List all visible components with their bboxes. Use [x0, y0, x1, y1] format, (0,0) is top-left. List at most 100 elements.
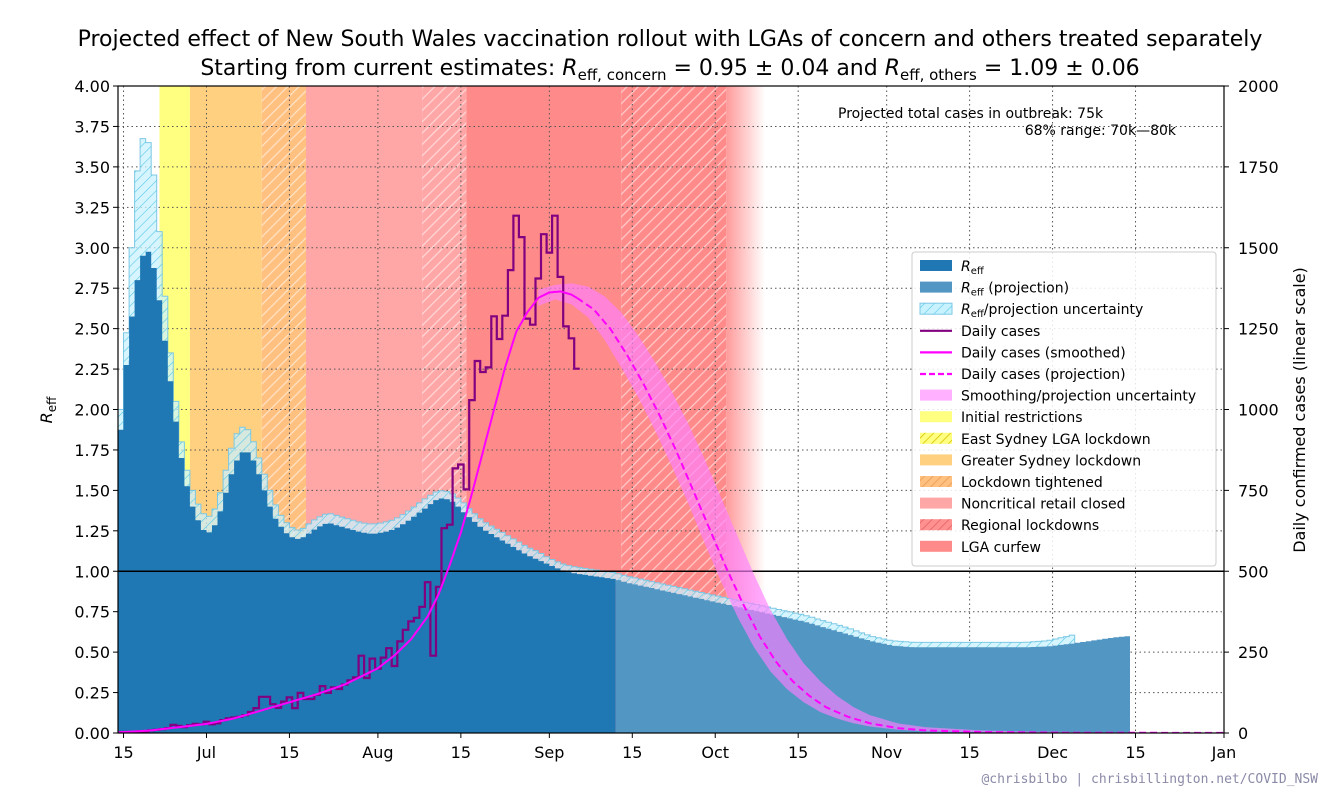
legend-item-1: Reff (projection) [920, 281, 1069, 299]
legend-label: Initial restrictions [961, 410, 1083, 426]
y-right-tick-label-4: 1000 [1238, 401, 1279, 420]
y-axis-left: 0.00 0.25 0.50 0.75 1.00 1.25 1.50 1.75 2.00 2.25… [74, 77, 118, 743]
y-left-tick-label-14: 3.50 [74, 158, 110, 177]
reff-estimate [118, 251, 616, 733]
y-right-tick-label-7: 1750 [1238, 158, 1279, 177]
legend-item-10: Lockdown tightened [920, 475, 1103, 491]
legend-swatch [920, 260, 952, 271]
legend-swatch [920, 454, 952, 466]
legend-label: Daily cases (smoothed) [961, 345, 1126, 361]
legend-item-11: Noncritical retail closed [920, 497, 1126, 513]
y-right-tick-label-6: 1500 [1238, 239, 1279, 258]
legend-swatch [920, 497, 952, 509]
y-right-tick-label-8: 2000 [1238, 77, 1279, 96]
x-tick-label-5: Sep [534, 743, 564, 762]
plot-area [118, 86, 1224, 733]
legend-item-6: Smoothing/projection uncertainty [920, 389, 1196, 405]
x-tick-label-8: 15 [788, 743, 808, 762]
legend-label: Reff (projection) [961, 281, 1069, 299]
legend-label: Regional lockdowns [961, 518, 1099, 534]
legend-swatch-hatch [920, 303, 952, 315]
legend-label: Smoothing/projection uncertainty [961, 389, 1196, 405]
x-tick-label-6: 15 [622, 743, 642, 762]
reff-projection-area [615, 580, 1130, 733]
legend-item-13: LGA curfew [920, 540, 1041, 556]
legend-label: Daily cases [961, 324, 1040, 340]
y-left-tick-label-13: 3.25 [74, 198, 110, 217]
legend-item-7: Initial restrictions [920, 410, 1083, 426]
legend-item-12: Regional lockdowns [920, 518, 1099, 534]
y-right-tick-label-2: 500 [1238, 562, 1269, 581]
y-left-tick-label-12: 3.00 [74, 239, 110, 258]
y-right-tick-label-5: 1250 [1238, 320, 1279, 339]
legend-label: LGA curfew [961, 540, 1041, 556]
legend-item-9: Greater Sydney lockdown [920, 453, 1141, 469]
y-left-tick-label-16: 4.00 [74, 77, 110, 96]
daily-cases-projection-line [576, 297, 1224, 733]
legend-label: Noncritical retail closed [961, 497, 1126, 513]
x-tick-label-13: Jan [1211, 743, 1237, 762]
reff-area [118, 251, 616, 733]
y-left-tick-label-4: 1.00 [74, 562, 110, 581]
legend-item-4: Daily cases (smoothed) [920, 345, 1126, 361]
legend-item-5: Daily cases (projection) [920, 367, 1126, 383]
x-tick-label-4: 15 [451, 743, 471, 762]
legend-swatch-hatch [920, 432, 952, 444]
x-tick-label-0: 15 [113, 743, 133, 762]
y-left-tick-label-6: 1.50 [74, 481, 110, 500]
y-right-tick-label-0: 0 [1238, 724, 1248, 743]
legend-item-2: Reff/projection uncertainty [919, 302, 1143, 320]
chart-title-line1: Projected effect of New South Wales vacc… [78, 27, 1263, 52]
legend-item-3: Daily cases [920, 324, 1040, 340]
chart-title-line2: Starting from current estimates: Reff, c… [200, 56, 1139, 84]
legend-swatch [920, 389, 952, 401]
y-axis-right: 0 250 500 750 1000 1250 1500 1750 2000 [1224, 77, 1279, 743]
x-axis: 15 Jul 15 Aug 15 Sep 15 Oct 15 Nov 15 Dec 15 Jan [113, 733, 1236, 762]
y-left-tick-label-0: 0.00 [74, 724, 110, 743]
cases-band-fill [538, 283, 1224, 733]
daily-cases-smoothed-line [118, 290, 578, 733]
y-left-tick-label-1: 0.25 [74, 684, 110, 703]
y-left-tick-label-9: 2.25 [74, 360, 110, 379]
y-left-tick-label-2: 0.50 [74, 643, 110, 662]
y-left-tick-label-10: 2.50 [74, 320, 110, 339]
x-tick-label-2: 15 [279, 743, 299, 762]
legend-swatch [920, 540, 952, 552]
footer-credit: @chrisbilbo | chrisbillington.net/COVID_… [981, 772, 1318, 787]
legend-box [911, 251, 1217, 567]
x-tick-label-12: 15 [1125, 743, 1145, 762]
smoothed-path [118, 290, 578, 733]
x-tick-label-11: Dec [1037, 743, 1068, 762]
y-left-tick-label-7: 1.75 [74, 441, 110, 460]
x-tick-label-9: Nov [871, 743, 902, 762]
legend-label: Reff [961, 259, 985, 277]
legend-label: Lockdown tightened [961, 475, 1103, 491]
legend-swatch-hatch [920, 476, 952, 487]
x-tick-label-1: Jul [196, 743, 216, 762]
y-right-tick-label-3: 750 [1238, 481, 1269, 500]
x-tick-label-7: Oct [701, 743, 729, 762]
y-left-tick-label-11: 2.75 [74, 279, 110, 298]
x-tick-label-3: Aug [362, 743, 393, 762]
legend: Reff Reff (projection) Reff/projection unc… [911, 251, 1217, 567]
legend-item-0: Reff [920, 259, 985, 277]
legend-label: Daily cases (projection) [961, 367, 1126, 383]
legend-swatch-hatch [920, 519, 952, 531]
legend-swatch [920, 411, 952, 423]
legend-label: Greater Sydney lockdown [961, 453, 1141, 469]
y-axis-right-label: Daily confirmed cases (linear scale) [1290, 267, 1309, 553]
y-right-tick-label-1: 250 [1238, 643, 1269, 662]
smoothing-projection-band [538, 283, 1224, 733]
y-left-tick-label-5: 1.25 [74, 522, 110, 541]
projection-path [576, 297, 1224, 733]
reff-projection [615, 580, 1130, 733]
legend-label: East Sydney LGA lockdown [961, 432, 1151, 448]
y-left-tick-label-3: 0.75 [74, 603, 110, 622]
y-left-tick-label-15: 3.75 [74, 117, 110, 136]
legend-item-8: East Sydney LGA lockdown [920, 432, 1151, 448]
annotation-range: 68% range: 70k—80k [1025, 123, 1177, 139]
legend-label: Reff/projection uncertainty [961, 302, 1143, 320]
y-axis-left-label: Reff [37, 396, 59, 424]
legend-swatch [920, 281, 952, 293]
